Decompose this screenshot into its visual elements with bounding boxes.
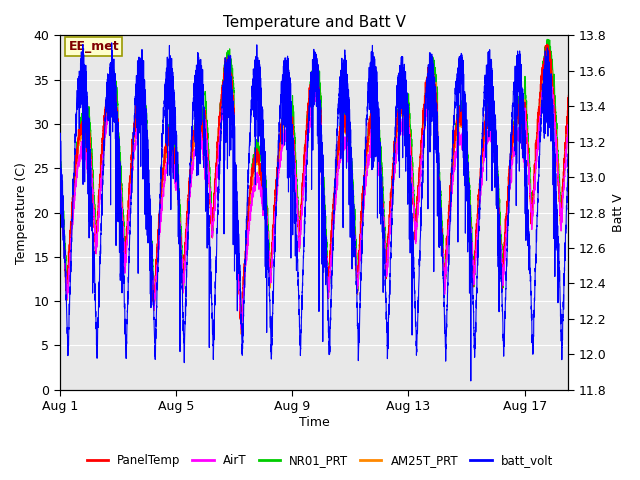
Y-axis label: Batt V: Batt V (612, 193, 625, 232)
Title: Temperature and Batt V: Temperature and Batt V (223, 15, 406, 30)
Legend: PanelTemp, AirT, NR01_PRT, AM25T_PRT, batt_volt: PanelTemp, AirT, NR01_PRT, AM25T_PRT, ba… (82, 449, 558, 472)
Text: EE_met: EE_met (68, 40, 119, 53)
Y-axis label: Temperature (C): Temperature (C) (15, 162, 28, 264)
X-axis label: Time: Time (299, 416, 330, 429)
